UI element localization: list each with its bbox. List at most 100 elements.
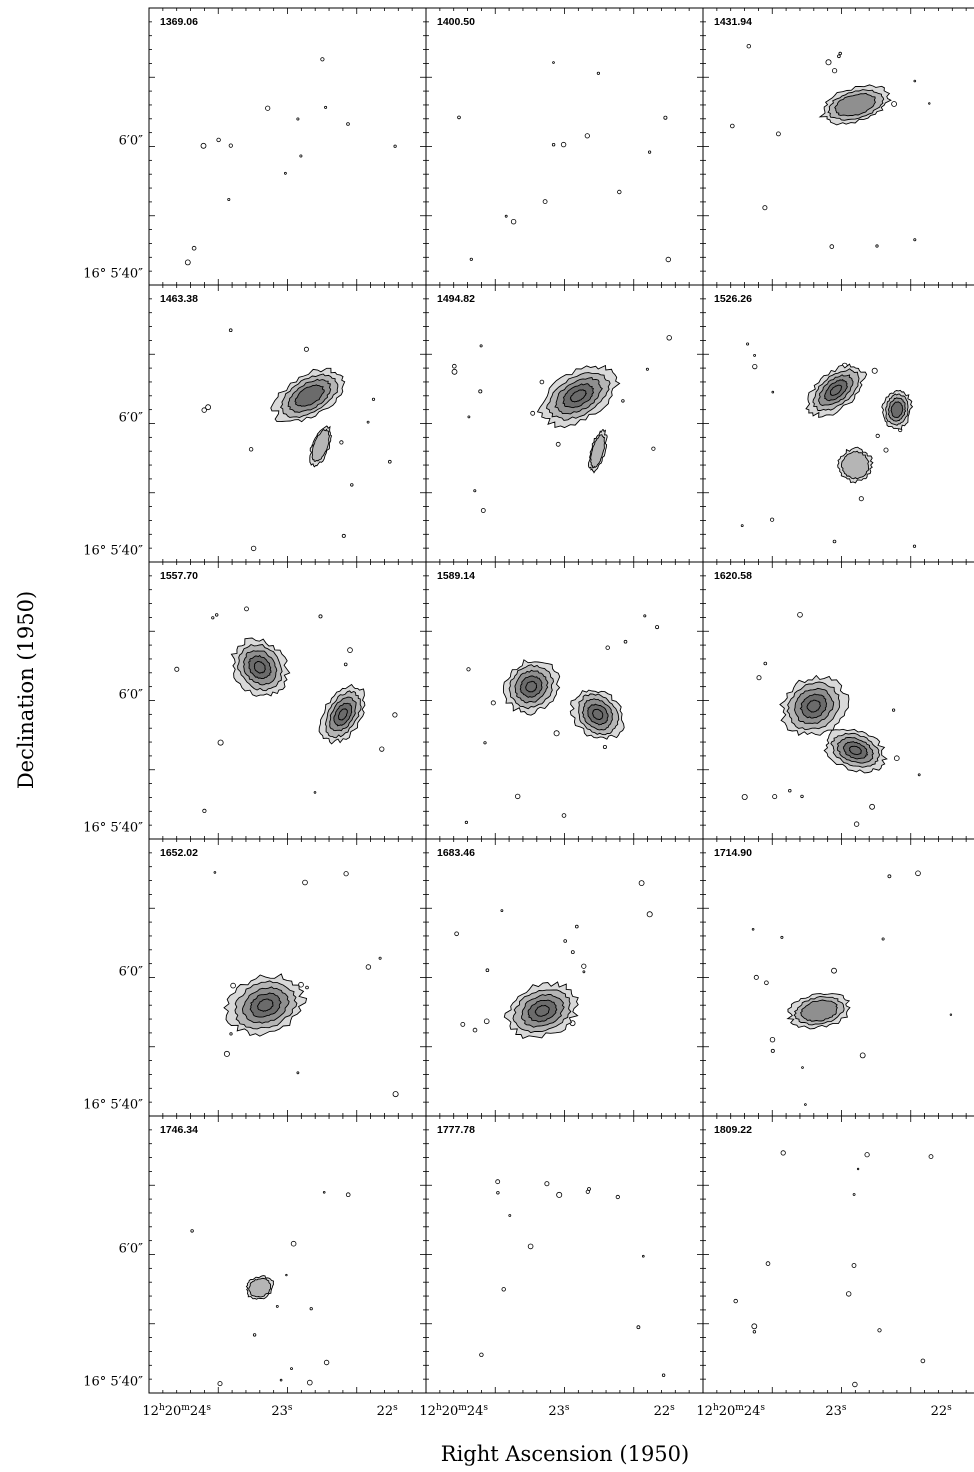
noise-contour bbox=[916, 871, 921, 876]
noise-contour bbox=[754, 354, 756, 356]
noise-contour bbox=[497, 1192, 500, 1195]
noise-contour bbox=[249, 448, 253, 452]
noise-contour bbox=[892, 709, 894, 711]
noise-contour bbox=[229, 329, 232, 332]
velocity-label: 1620.58 bbox=[714, 570, 752, 582]
noise-contour bbox=[266, 106, 270, 110]
noise-contour bbox=[753, 364, 757, 368]
noise-contour bbox=[474, 490, 476, 492]
noise-contour bbox=[303, 880, 308, 885]
noise-contour bbox=[622, 400, 625, 403]
noise-contour bbox=[480, 1353, 484, 1357]
noise-contour bbox=[667, 336, 672, 341]
noise-contour bbox=[300, 155, 302, 157]
noise-contour bbox=[872, 368, 877, 373]
emission-contour bbox=[591, 435, 605, 468]
noise-contour bbox=[545, 1182, 549, 1186]
noise-contour bbox=[860, 1053, 865, 1058]
noise-contour bbox=[776, 132, 780, 136]
panel-frame bbox=[426, 562, 703, 839]
noise-contour bbox=[324, 1360, 329, 1365]
noise-contour bbox=[393, 1092, 398, 1097]
noise-contour bbox=[876, 245, 878, 247]
noise-contour bbox=[206, 405, 211, 410]
noise-contour bbox=[652, 447, 655, 450]
noise-contour bbox=[757, 676, 761, 680]
noise-contour bbox=[218, 1382, 222, 1386]
noise-contour bbox=[501, 910, 503, 912]
noise-contour bbox=[772, 391, 774, 393]
noise-contour bbox=[484, 1019, 489, 1024]
noise-contour bbox=[452, 364, 456, 368]
noise-contour bbox=[201, 143, 206, 148]
noise-contour bbox=[212, 617, 214, 619]
noise-contour bbox=[765, 981, 769, 985]
noise-contour bbox=[876, 434, 879, 437]
noise-contour bbox=[666, 257, 671, 262]
noise-contour bbox=[251, 546, 256, 551]
noise-contour bbox=[642, 1255, 644, 1257]
noise-contour bbox=[280, 1379, 282, 1381]
noise-contour bbox=[826, 60, 831, 65]
y-tick-label: 16° 5′40″ bbox=[83, 267, 143, 282]
noise-contour bbox=[770, 518, 773, 521]
noise-contour bbox=[561, 142, 566, 147]
panel-frame bbox=[703, 285, 974, 562]
panel-grid: 1369.06 1400.50 1431.94 1463.38 1494.82 1526.… bbox=[83, 8, 974, 1419]
channel-panel: 1557.70 bbox=[149, 562, 426, 839]
noise-contour bbox=[467, 668, 470, 671]
noise-contour bbox=[291, 1368, 293, 1370]
noise-contour bbox=[734, 1299, 738, 1303]
noise-contour bbox=[646, 368, 648, 370]
noise-contour bbox=[228, 198, 230, 200]
noise-contour bbox=[556, 442, 560, 446]
noise-contour bbox=[882, 938, 884, 940]
x-tick-label: 22s bbox=[654, 1403, 676, 1419]
noise-contour bbox=[801, 795, 804, 798]
y-tick-label: 6′0″ bbox=[119, 688, 143, 703]
noise-contour bbox=[853, 1382, 858, 1387]
noise-contour bbox=[393, 713, 397, 717]
noise-contour bbox=[215, 614, 218, 617]
noise-contour bbox=[624, 640, 627, 643]
panel-frame bbox=[703, 1116, 974, 1393]
noise-contour bbox=[929, 103, 931, 105]
noise-contour bbox=[865, 1153, 869, 1157]
noise-contour bbox=[616, 1195, 619, 1198]
channel-panel: 1526.26 bbox=[703, 285, 974, 562]
emission-contour bbox=[526, 681, 537, 692]
noise-contour bbox=[618, 190, 622, 194]
noise-contour bbox=[894, 756, 899, 761]
noise-contour bbox=[340, 441, 343, 444]
channel-panel: 1620.58 bbox=[703, 562, 974, 839]
noise-contour bbox=[770, 1037, 775, 1042]
noise-contour bbox=[586, 1190, 589, 1193]
channel-panel: 1400.50 bbox=[426, 8, 703, 285]
velocity-label: 1369.06 bbox=[160, 16, 198, 28]
channel-panel: 1589.14 bbox=[426, 562, 703, 839]
velocity-label: 1526.26 bbox=[714, 293, 752, 305]
noise-contour bbox=[553, 62, 555, 64]
x-tick-label: 12h20m24s bbox=[419, 1403, 488, 1419]
noise-contour bbox=[491, 701, 495, 705]
noise-contour bbox=[839, 52, 842, 55]
channel-panel: 1809.22 bbox=[703, 1116, 974, 1393]
noise-contour bbox=[505, 215, 507, 217]
noise-contour bbox=[379, 957, 381, 959]
noise-contour bbox=[662, 1374, 665, 1377]
noise-contour bbox=[344, 872, 348, 876]
noise-contour bbox=[291, 1241, 296, 1246]
noise-contour bbox=[562, 814, 566, 818]
noise-contour bbox=[511, 219, 516, 224]
noise-contour bbox=[552, 143, 555, 146]
noise-contour bbox=[564, 940, 567, 943]
noise-contour bbox=[348, 648, 353, 653]
panel-frame bbox=[149, 1116, 426, 1393]
noise-contour bbox=[314, 792, 316, 794]
panel-frame bbox=[149, 8, 426, 285]
noise-contour bbox=[854, 822, 859, 827]
channel-panel: 1463.38 bbox=[149, 285, 426, 562]
noise-contour bbox=[366, 965, 371, 970]
noise-contour bbox=[647, 912, 652, 917]
